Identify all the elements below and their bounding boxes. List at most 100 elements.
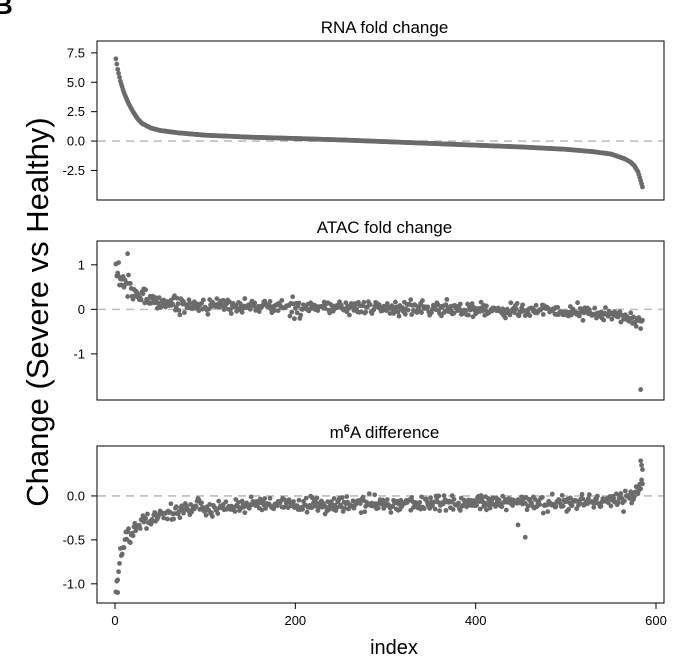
data-point bbox=[631, 494, 637, 500]
data-point bbox=[569, 503, 575, 509]
data-point bbox=[540, 312, 546, 317]
outlier-point bbox=[638, 387, 644, 392]
data-point bbox=[396, 313, 402, 319]
data-point bbox=[539, 306, 544, 312]
data-point bbox=[615, 314, 621, 320]
data-point bbox=[549, 491, 555, 497]
data-point bbox=[214, 296, 220, 301]
data-point bbox=[339, 495, 345, 501]
data-point bbox=[580, 317, 586, 323]
data-point bbox=[527, 313, 533, 319]
data-point bbox=[503, 507, 509, 513]
data-point bbox=[631, 314, 636, 320]
data-point bbox=[331, 496, 337, 501]
data-point bbox=[126, 272, 131, 278]
data-point bbox=[435, 499, 441, 505]
y-tick-label: 7.5 bbox=[67, 45, 85, 60]
data-point bbox=[591, 504, 597, 510]
data-point bbox=[405, 307, 411, 313]
data-points bbox=[113, 458, 645, 596]
data-points bbox=[113, 56, 645, 190]
data-point bbox=[514, 301, 520, 306]
data-point bbox=[420, 298, 425, 303]
panel-title: m6A difference bbox=[330, 423, 440, 442]
data-point bbox=[179, 503, 185, 509]
data-point bbox=[605, 500, 611, 506]
data-point bbox=[294, 310, 300, 316]
data-point bbox=[143, 287, 149, 293]
data-point bbox=[450, 507, 456, 512]
data-point bbox=[638, 486, 644, 492]
data-point bbox=[603, 305, 608, 310]
data-point bbox=[421, 506, 427, 511]
data-point bbox=[460, 502, 466, 508]
data-point bbox=[520, 302, 525, 308]
data-point bbox=[304, 509, 310, 515]
data-point bbox=[363, 309, 369, 315]
data-point bbox=[428, 495, 433, 501]
data-point bbox=[209, 514, 215, 519]
data-point bbox=[444, 297, 450, 302]
data-point bbox=[532, 497, 538, 502]
data-point bbox=[271, 506, 277, 512]
data-point bbox=[615, 500, 621, 506]
data-point bbox=[143, 516, 149, 521]
data-point bbox=[478, 299, 484, 305]
y-tick-label: 0.0 bbox=[67, 488, 85, 503]
data-point bbox=[187, 300, 193, 306]
data-point bbox=[334, 505, 340, 511]
data-point bbox=[171, 516, 177, 522]
plot-frame bbox=[96, 40, 665, 201]
data-point bbox=[291, 499, 296, 504]
y-tick-label: -1.0 bbox=[63, 576, 85, 591]
data-point bbox=[290, 294, 296, 300]
data-point bbox=[113, 56, 119, 62]
data-point bbox=[196, 308, 202, 314]
data-point bbox=[457, 301, 463, 307]
data-point bbox=[207, 502, 213, 507]
y-axis-label: Change (Severe vs Healthy) bbox=[20, 117, 55, 506]
data-point bbox=[611, 495, 617, 501]
data-point bbox=[138, 297, 144, 303]
data-point bbox=[640, 481, 645, 487]
data-point bbox=[490, 495, 496, 501]
data-point bbox=[367, 302, 373, 308]
outlier-point bbox=[638, 458, 644, 464]
data-point bbox=[137, 526, 143, 531]
data-point bbox=[598, 503, 604, 509]
data-point bbox=[592, 305, 598, 311]
data-point bbox=[176, 508, 182, 514]
data-point bbox=[540, 510, 546, 516]
panel-title: RNA fold change bbox=[321, 18, 449, 37]
data-point bbox=[537, 502, 543, 507]
data-point bbox=[156, 295, 162, 301]
data-point bbox=[393, 299, 398, 305]
data-point bbox=[144, 526, 149, 531]
data-point bbox=[499, 504, 505, 510]
data-point bbox=[559, 492, 565, 498]
data-point bbox=[441, 493, 447, 499]
data-point bbox=[347, 312, 352, 318]
data-point bbox=[456, 500, 461, 506]
data-point bbox=[130, 533, 136, 539]
data-point bbox=[117, 560, 122, 566]
data-point bbox=[209, 510, 214, 516]
outlier-point bbox=[522, 534, 528, 540]
data-point bbox=[362, 509, 368, 515]
x-tick-label: 0 bbox=[111, 613, 118, 628]
data-point bbox=[622, 498, 627, 504]
data-point bbox=[496, 497, 502, 503]
data-point bbox=[259, 507, 265, 513]
data-point bbox=[262, 496, 268, 501]
data-point bbox=[309, 505, 314, 511]
data-point bbox=[412, 302, 418, 308]
data-point bbox=[136, 291, 141, 297]
data-point bbox=[640, 184, 645, 190]
data-point bbox=[539, 494, 545, 500]
data-point bbox=[279, 298, 285, 303]
data-point bbox=[145, 511, 150, 517]
data-point bbox=[609, 316, 615, 322]
data-point bbox=[437, 508, 442, 514]
data-point bbox=[300, 506, 305, 512]
